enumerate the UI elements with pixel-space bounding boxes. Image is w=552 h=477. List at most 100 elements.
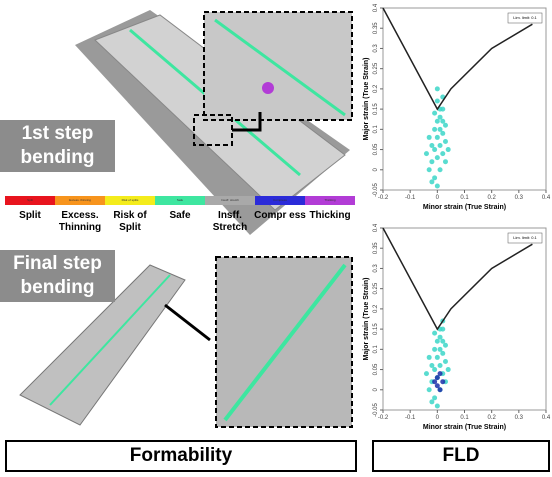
safe-line <box>49 274 171 406</box>
legend-swatch <box>305 196 355 205</box>
legend-box <box>507 232 543 244</box>
y-tick-label: 0.2 <box>373 304 379 313</box>
strain-point <box>437 334 443 340</box>
y-axis-label: Major strain (True Strain) <box>363 278 370 361</box>
x-tick-label: -0.2 <box>378 195 389 201</box>
strain-point <box>434 403 440 409</box>
strain-point <box>440 326 446 332</box>
strain-point <box>442 159 448 165</box>
x-tick-label: 0.3 <box>515 415 524 421</box>
y-tick-label: 0.1 <box>373 345 379 354</box>
legend-label: Thicking <box>309 210 351 221</box>
legend-label: Risk of Split <box>113 210 147 233</box>
x-tick-label: 0.1 <box>460 415 469 421</box>
arrow <box>232 112 262 132</box>
x-tick-label: 0.4 <box>542 415 551 421</box>
y-tick-label: 0.3 <box>373 264 379 273</box>
plot-frame <box>382 227 547 411</box>
legend-label: Split <box>19 210 41 221</box>
strain-point <box>432 379 438 385</box>
y-tick-label: 0.3 <box>373 44 379 53</box>
strain-point <box>426 167 432 173</box>
forming-limit-curve <box>382 7 533 111</box>
safe-line <box>223 263 347 422</box>
forming-limit-curve <box>382 227 533 331</box>
legend-small-label: Insuff. stretch <box>221 198 239 202</box>
strain-point <box>432 147 438 153</box>
strain-point <box>429 143 435 149</box>
safe-line <box>214 18 346 117</box>
strain-point <box>434 86 440 92</box>
x-axis-label: Minor strain (True Strain) <box>423 204 506 211</box>
y-tick-label: -0.05 <box>373 183 379 197</box>
strain-point <box>434 354 440 360</box>
step1-label: 1st step bending <box>0 120 115 172</box>
strain-point <box>440 130 446 136</box>
strain-point <box>434 383 440 389</box>
strain-point <box>442 358 448 364</box>
y-axis-label: Major strain (True Strain) <box>363 58 370 141</box>
strain-point <box>442 342 448 348</box>
strain-point <box>442 138 448 144</box>
legend-swatch <box>205 196 255 205</box>
strain-point <box>432 346 438 352</box>
strain-point <box>426 134 432 140</box>
legend-small-label: Risk of splits <box>122 198 139 202</box>
y-tick-label: 0.05 <box>373 143 379 155</box>
strain-point <box>440 350 446 356</box>
legend-label: Safe <box>169 210 191 221</box>
legend-swatch <box>155 196 205 205</box>
strain-point <box>445 367 451 373</box>
x-tick-label: 0.1 <box>460 195 469 201</box>
strain-point <box>423 151 429 157</box>
strain-point <box>432 126 438 132</box>
strain-point <box>440 151 446 157</box>
strain-point <box>437 363 443 369</box>
strain-point <box>434 118 440 124</box>
final-label: Final step bending <box>0 250 115 302</box>
x-tick-label: -0.2 <box>378 415 389 421</box>
strain-point <box>432 330 438 336</box>
strain-point <box>437 114 443 120</box>
y-tick-label: 0.35 <box>373 242 379 254</box>
strain-point <box>434 375 440 381</box>
strain-point <box>432 110 438 116</box>
strain-point <box>434 155 440 161</box>
y-tick-label: 0.2 <box>373 84 379 93</box>
strain-point <box>437 143 443 149</box>
y-tick-label: 0.25 <box>373 62 379 74</box>
strain-point <box>429 179 435 185</box>
legend-swatch <box>5 196 55 205</box>
x-tick-label: 0.4 <box>542 195 551 201</box>
y-tick-label: 0.15 <box>373 103 379 115</box>
x-axis-label: Minor strain (True Strain) <box>423 424 506 431</box>
arrow <box>164 303 211 342</box>
legend-small-label: Excess. thinning <box>69 198 91 202</box>
strain-point <box>423 371 429 377</box>
strain-point <box>429 363 435 369</box>
strain-point <box>434 338 440 344</box>
strain-point <box>429 399 435 405</box>
strain-point <box>440 338 446 344</box>
legend-text: Lim. limit: 0.1 <box>513 15 537 20</box>
x-tick-label: 0 <box>436 195 440 201</box>
strain-point <box>442 122 448 128</box>
x-tick-label: 0.2 <box>487 415 496 421</box>
y-tick-label: 0 <box>373 387 379 391</box>
strain-point <box>437 126 443 132</box>
strain-point <box>440 106 446 112</box>
strain-point <box>437 167 443 173</box>
x-tick-label: -0.1 <box>405 195 416 201</box>
x-tick-label: 0.2 <box>487 195 496 201</box>
y-tick-label: 0.05 <box>373 363 379 375</box>
legend-box <box>507 12 543 24</box>
strain-point <box>437 387 443 393</box>
strain-point <box>440 118 446 124</box>
legend-swatch <box>55 196 105 205</box>
defect <box>262 82 274 94</box>
legend-swatch <box>105 196 155 205</box>
strain-point <box>432 175 438 181</box>
strain-point <box>434 183 440 189</box>
legend-small-label: Split <box>27 198 33 202</box>
